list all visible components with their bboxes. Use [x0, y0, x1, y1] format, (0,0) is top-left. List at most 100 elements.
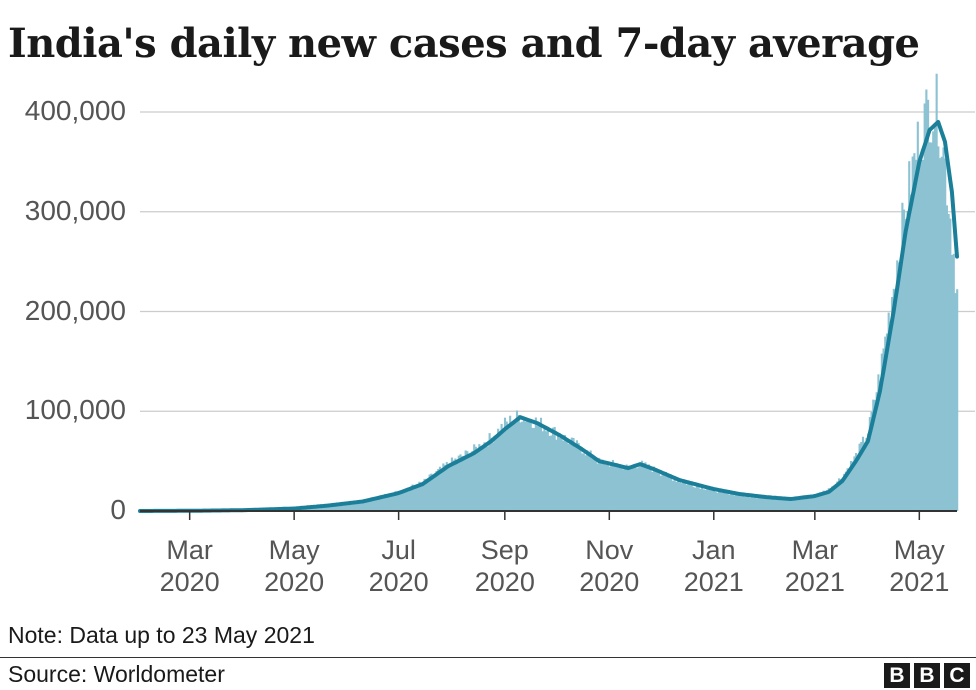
daily-cases-bar — [736, 495, 740, 511]
daily-cases-bar — [692, 486, 695, 511]
x-tick-month: Mar — [791, 535, 839, 565]
daily-cases-bar — [754, 497, 757, 511]
daily-cases-bar — [841, 479, 844, 511]
daily-cases-bar — [502, 428, 505, 511]
daily-cases-bar — [512, 421, 515, 511]
daily-cases-bar — [658, 473, 661, 511]
daily-cases-bar — [444, 464, 447, 511]
daily-cases-bar — [456, 460, 459, 511]
daily-cases-bar — [861, 436, 865, 511]
daily-cases-bar — [396, 493, 399, 511]
daily-cases-bar — [738, 495, 741, 511]
daily-cases-bar — [442, 463, 445, 511]
daily-cases-bar — [315, 506, 318, 511]
daily-cases-bar — [644, 462, 647, 511]
daily-cases-bar — [891, 297, 894, 511]
x-tick-month: Jan — [692, 535, 736, 565]
daily-cases-bar — [865, 438, 868, 511]
daily-cases-bar — [896, 260, 899, 511]
bbc-logo-letter: C — [944, 663, 970, 688]
daily-cases-bar — [813, 495, 817, 511]
daily-cases-bar — [752, 497, 755, 511]
footer-divider — [0, 657, 976, 658]
daily-cases-bar — [348, 502, 351, 511]
daily-cases-bar — [632, 464, 635, 511]
daily-cases-bar — [522, 416, 525, 511]
daily-cases-bar — [539, 417, 543, 511]
daily-cases-bar — [509, 415, 512, 511]
daily-cases-bar — [618, 464, 621, 511]
daily-cases-bar — [356, 501, 359, 511]
daily-cases-bar — [527, 418, 531, 511]
daily-cases-bar — [755, 498, 758, 511]
daily-cases-bar — [428, 474, 431, 511]
daily-cases-bar — [608, 466, 611, 511]
daily-cases-bar — [704, 489, 707, 511]
daily-cases-bar — [563, 435, 567, 511]
y-tick-label: 100,000 — [24, 394, 126, 426]
y-tick-label: 400,000 — [24, 95, 126, 126]
daily-cases-bar — [476, 451, 479, 511]
daily-cases-bar — [490, 437, 493, 511]
daily-cases-bar — [940, 156, 943, 511]
daily-cases-bar — [870, 411, 873, 511]
daily-cases-bar — [909, 194, 913, 511]
daily-cases-bar — [706, 489, 709, 511]
daily-cases-bar — [397, 493, 400, 511]
daily-cases-bar — [365, 499, 368, 511]
daily-cases-bar — [611, 460, 614, 511]
daily-cases-bar — [664, 471, 668, 511]
daily-cases-bar — [534, 417, 537, 511]
daily-cases-bar — [860, 441, 863, 511]
daily-cases-bar — [466, 451, 469, 511]
daily-cases-bar — [867, 433, 870, 511]
daily-cases-bar — [601, 459, 604, 511]
daily-cases-bar — [913, 153, 916, 512]
daily-cases-bar — [956, 289, 959, 511]
daily-cases-bar — [462, 455, 465, 511]
daily-cases-bar — [385, 494, 388, 511]
daily-cases-bar — [594, 460, 597, 511]
daily-cases-bar — [851, 461, 854, 511]
daily-cases-bar — [716, 492, 719, 511]
daily-cases-bar — [485, 443, 488, 511]
daily-cases-bar — [372, 498, 375, 511]
daily-cases-bar — [447, 464, 450, 511]
daily-cases-bar — [457, 455, 460, 511]
daily-cases-bar — [774, 498, 777, 511]
daily-cases-bar — [567, 443, 570, 511]
daily-cases-bar — [791, 498, 794, 511]
daily-cases-bar — [562, 440, 565, 511]
daily-cases-bar — [474, 446, 477, 511]
daily-cases-bar — [418, 481, 421, 511]
daily-cases-bar — [406, 488, 409, 511]
daily-cases-bar — [498, 433, 501, 511]
x-tick-year: 2021 — [784, 567, 845, 597]
daily-cases-bar — [709, 488, 712, 511]
daily-cases-bar — [690, 484, 693, 511]
daily-cases-bar — [685, 484, 688, 511]
daily-cases-bar — [928, 142, 931, 511]
daily-cases-bar — [837, 478, 841, 511]
daily-cases-bar — [889, 321, 892, 511]
daily-cases-bar — [433, 473, 436, 511]
daily-cases-bar — [723, 491, 726, 511]
daily-cases-bar — [872, 399, 875, 511]
daily-cases-bar — [515, 410, 519, 511]
daily-cases-bar — [454, 458, 457, 511]
daily-cases-bar — [425, 478, 428, 511]
x-tick-month: May — [893, 535, 945, 565]
x-tick-label: Jul 2020 — [344, 534, 454, 598]
daily-cases-bar — [623, 467, 626, 511]
daily-cases-bar — [855, 453, 858, 511]
daily-cases-bar — [827, 488, 830, 511]
daily-cases-bar — [617, 466, 620, 511]
daily-cases-bar — [317, 506, 320, 511]
x-tick-label: May 2021 — [864, 534, 974, 598]
daily-cases-bar — [469, 453, 472, 511]
daily-cases-bar — [491, 442, 495, 511]
daily-cases-bar — [778, 499, 781, 511]
daily-cases-bar — [942, 147, 945, 512]
daily-cases-bar — [853, 456, 856, 511]
daily-cases-bar — [467, 457, 471, 511]
